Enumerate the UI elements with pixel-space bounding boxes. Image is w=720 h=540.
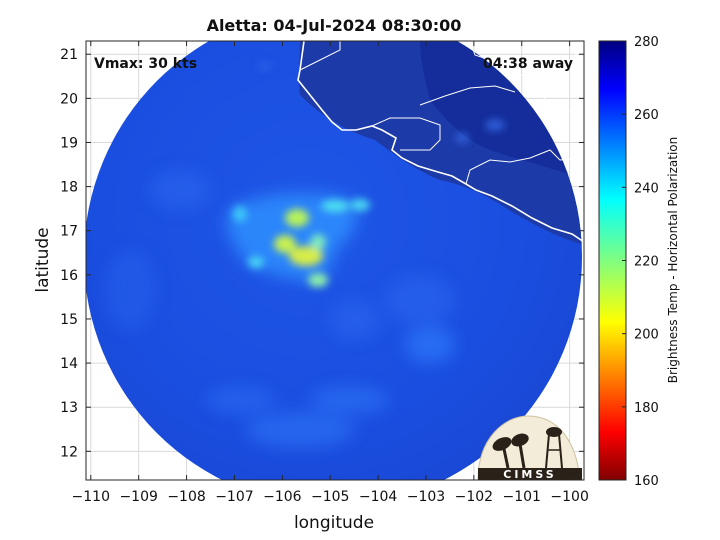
time-away-label: 04:38 away: [483, 56, 573, 72]
x-tick-label: −106: [263, 489, 302, 505]
cimss-logo-text: CIMSS: [503, 468, 556, 481]
state-border-4: [465, 149, 584, 185]
colorbar: 160 180 200 220 240 260 280 Brightness Temp - …: [598, 35, 680, 489]
x-tick-label: −104: [359, 489, 398, 505]
coastline: [297, 41, 584, 243]
y-tick-label: 16: [60, 268, 78, 284]
y-tick-label: 21: [60, 47, 78, 63]
y-tick-label: 19: [60, 135, 78, 151]
x-tick-label: −105: [311, 489, 349, 505]
y-tick-label: 12: [60, 444, 78, 460]
vmax-label: Vmax: 30 kts: [94, 56, 197, 72]
colorbar-tick-label: 240: [634, 181, 659, 196]
y-tick-label: 14: [60, 356, 78, 372]
y-tick-label: 15: [60, 312, 78, 328]
x-tick-label: −110: [72, 489, 110, 505]
state-border-5: [539, 49, 584, 81]
y-axis: 12 13 14 15 16 17 18 19 20 21: [60, 47, 584, 460]
y-tick-label: 18: [60, 180, 78, 196]
colorbar-tick-label: 160: [634, 474, 659, 489]
x-tick-label: −107: [215, 489, 253, 505]
y-tick-label: 13: [60, 400, 78, 416]
y-tick-label: 17: [60, 224, 78, 240]
colorbar-label: Brightness Temp - Horizontal Polarizatio…: [666, 137, 680, 384]
state-border-3: [419, 85, 516, 106]
x-tick-label: −102: [455, 489, 493, 505]
colorbar-gradient: [598, 40, 627, 481]
colorbar-tick-label: 260: [634, 108, 659, 123]
y-axis-label: latitude: [33, 227, 53, 292]
x-axis-label: longitude: [294, 513, 374, 533]
cimss-logo: CIMSS: [477, 415, 582, 481]
x-tick-label: −109: [119, 489, 157, 505]
state-border-1: [299, 41, 341, 71]
storm-convection: [226, 193, 370, 287]
plot-frame: [85, 40, 585, 481]
coastline-path: [297, 41, 584, 243]
x-axis: −110 −109 −108 −107 −106 −105 −104 −103 −102 −101…: [72, 41, 589, 505]
x-tick-label: −101: [503, 489, 541, 505]
swath: [86, 41, 582, 480]
state-border-6: [469, 41, 584, 113]
colorbar-tick-label: 180: [634, 401, 659, 416]
x-tick-label: −108: [167, 489, 205, 505]
colorbar-tick-label: 220: [634, 255, 659, 270]
state-border-2: [371, 117, 441, 151]
colorbar-ticks: 160 180 200 220 240 260 280: [622, 35, 659, 489]
colorbar-tick-label: 280: [634, 35, 659, 50]
x-tick-label: −103: [407, 489, 445, 505]
x-tick-label: −100: [550, 489, 588, 505]
chart-title: Aletta: 04-Jul-2024 08:30:00: [207, 16, 462, 35]
y-tick-label: 20: [60, 91, 78, 107]
colorbar-tick-label: 200: [634, 328, 659, 343]
